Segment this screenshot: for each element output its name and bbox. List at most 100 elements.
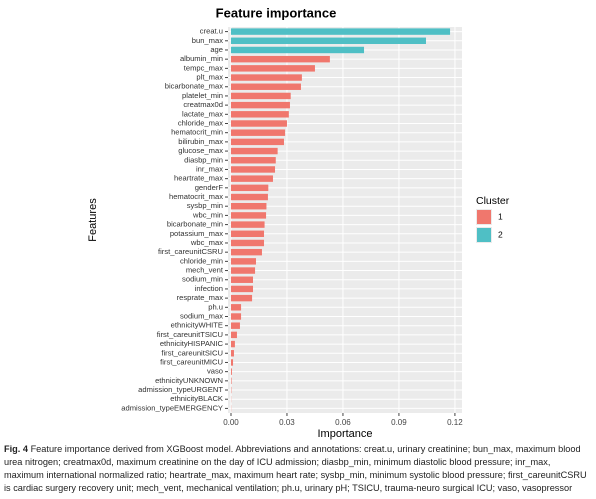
y-tick-label: first_careunitMICU [160,357,223,366]
bar [230,212,267,219]
bar [230,267,256,274]
y-tick-label: sysbp_min [187,201,223,210]
y-tick-label: sodium_max [180,312,223,321]
bar [230,258,256,265]
bar [230,322,240,329]
bar [230,83,301,90]
x-tick-label: 0.00 [223,418,239,427]
bar [230,120,287,127]
bar [230,285,254,293]
y-tick-label: inr_max [196,164,223,173]
bar [230,313,242,320]
bar [230,377,232,385]
y-tick-label: plt_max [196,73,223,82]
y-tick-label: ethnicityWHITE [171,321,223,330]
y-tick-label: diasbp_min [184,155,223,164]
y-tick-label: lactate_max [182,109,223,118]
x-tick-label: 0.12 [447,418,463,427]
y-tick-label: creat.u [200,27,223,36]
bar [230,202,267,210]
y-tick-label: bicarbonate_max [165,82,223,91]
bar [230,92,291,100]
bar [230,340,235,348]
y-axis-label: Features [87,198,99,242]
bar [230,46,365,54]
y-tick-label: resprate_max [177,293,224,302]
chart-title: Feature importance [216,5,337,20]
bar [230,28,451,35]
y-tick-label: creatmax0d [183,100,223,109]
bar [230,129,286,136]
bar [230,248,262,256]
y-tick-label: hematocrit_min [171,128,223,137]
bar [230,175,273,182]
bar [230,55,330,63]
y-tick-label: albumin_min [180,54,223,63]
bar [230,157,276,164]
bar [230,276,254,283]
legend-title: Cluster [476,195,510,207]
bar [230,368,232,375]
y-tick-label: potassium_max [170,229,223,238]
y-tick-label: sodium_min [182,275,223,284]
y-tick-label: platelet_min [182,91,223,100]
bar [230,359,234,366]
bar [230,304,242,311]
y-tick-label: wbc_min [192,210,223,219]
y-tick-label: ethnicityUNKNOWN [155,376,223,385]
bar [230,193,268,201]
bar [230,65,315,72]
legend-swatch [477,228,491,242]
x-tick-label: 0.06 [335,418,351,427]
legend-label: 2 [498,229,503,239]
bar [230,294,253,302]
legend-swatch [477,210,491,224]
y-tick-label: chloride_min [180,256,223,265]
y-tick-label: admission_typeURGENT [138,385,223,394]
y-tick-label: heartrate_max [174,174,223,183]
y-tick-label: ph.u [208,302,223,311]
y-tick-label: first_careunitSICU [161,348,223,357]
x-tick-label: 0.09 [391,418,407,427]
y-tick-label: hematocrit_max [169,192,223,201]
y-tick-label: glucose_max [178,146,223,155]
y-tick-label: admission_typeEMERGENCY [121,403,223,412]
caption-label: Fig. 4 [4,444,28,454]
bar [230,230,265,238]
bar [230,331,237,339]
y-tick-label: bun_max [192,36,223,45]
y-tick-label: chloride_max [178,119,223,128]
y-tick-label: genderF [195,183,224,192]
y-tick-label: first_careunitTSICU [157,330,223,339]
caption: Fig. 4 Feature importance derived from X… [4,443,592,495]
bar [230,239,265,247]
bar [230,111,289,118]
panel [228,27,462,413]
y-tick-label: tempc_max [184,63,223,72]
y-tick-label: first_careunitCSRU [158,247,223,256]
bar [230,37,426,45]
bar [230,184,269,192]
bar [230,74,302,81]
y-tick-label: wbc_max [190,238,223,247]
y-tick-label: age [210,45,223,54]
bar [230,221,265,228]
legend-label: 1 [498,211,503,221]
x-tick-label: 0.03 [279,418,295,427]
bar [230,166,276,173]
bar [230,101,290,109]
bar [230,138,284,146]
bar [230,147,278,155]
bar [230,350,234,357]
chart: Feature importance Importance Features C… [87,5,510,440]
y-tick-label: vaso [207,367,223,376]
y-tick-label: bicarbonate_min [167,220,223,229]
y-tick-label: infection [195,284,223,293]
y-tick-label: mech_vent [186,266,224,275]
y-tick-label: ethnicityHISPANIC [160,339,224,348]
y-tick-label: ethnicityBLACK [170,394,223,403]
y-tick-label: bilirubin_max [178,137,223,146]
x-axis-label: Importance [317,428,372,440]
caption-text: Feature importance derived from XGBoost … [4,444,587,493]
